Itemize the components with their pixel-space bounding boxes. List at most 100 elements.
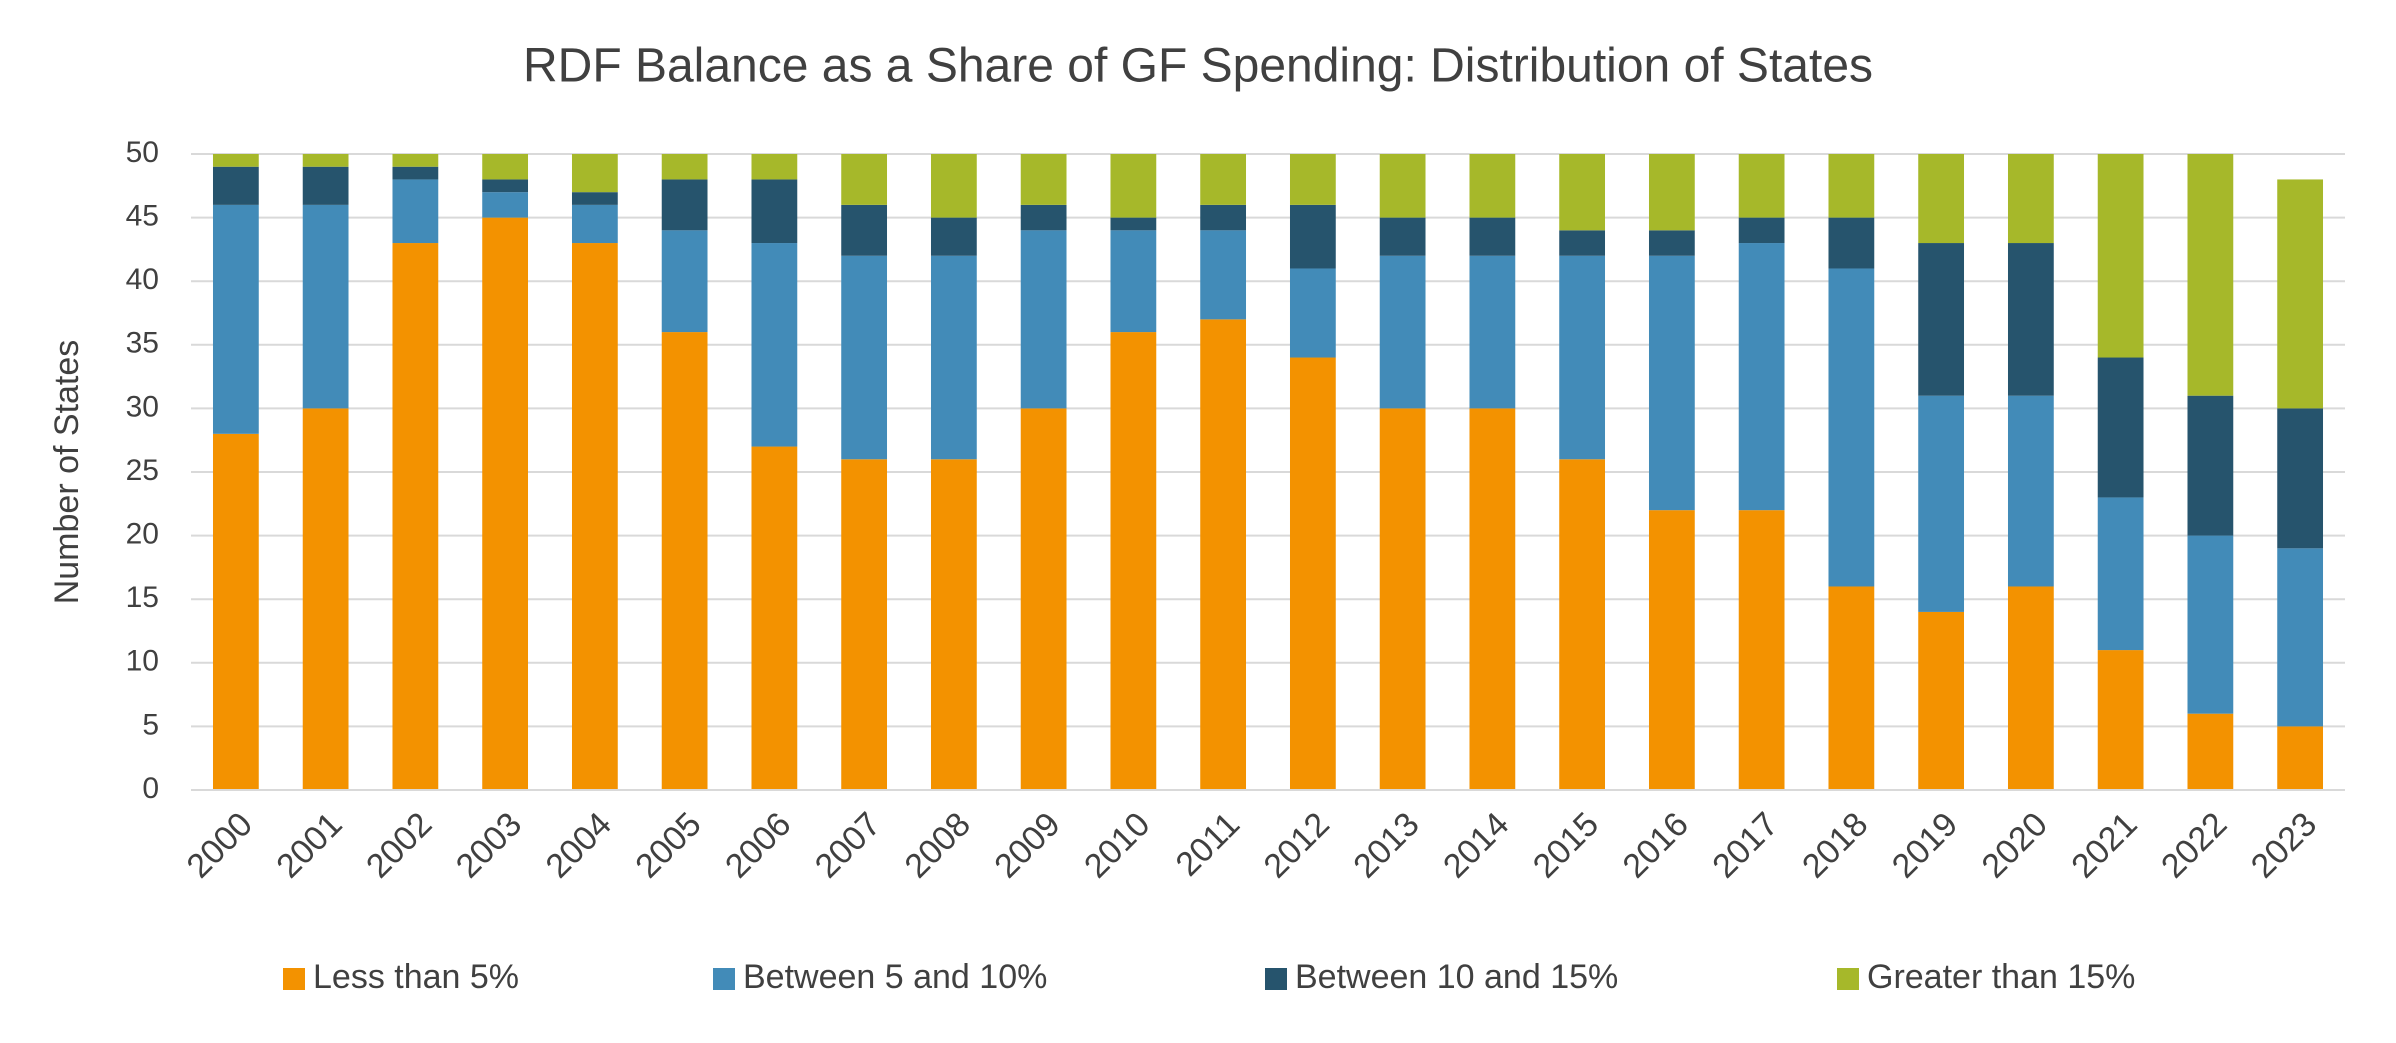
x-tick-label: 2022 — [2154, 805, 2234, 885]
x-tick-label: 2010 — [1077, 805, 1157, 885]
x-tick-label: 2005 — [628, 805, 708, 885]
x-tick-label: 2009 — [987, 805, 1067, 885]
y-tick-label: 20 — [126, 518, 159, 551]
bar-segment — [1559, 154, 1606, 231]
bar-segment — [1828, 586, 1875, 790]
bar-segment — [2277, 548, 2324, 727]
bar-segment — [1648, 230, 1695, 256]
bar-segment — [841, 255, 888, 460]
bar-segment — [661, 332, 708, 790]
bar-segment — [2277, 179, 2324, 409]
bar-segment — [212, 433, 259, 790]
bar-segment — [302, 166, 349, 205]
legend-swatch — [1837, 968, 1859, 990]
bar-segment — [1738, 510, 1785, 790]
bar-segment — [2097, 497, 2144, 651]
bar-segment — [1469, 217, 1516, 256]
bar-segment — [1648, 510, 1695, 790]
x-tick-label: 2001 — [269, 805, 349, 885]
bar-segment — [2097, 154, 2144, 358]
bar-segment — [2187, 535, 2234, 714]
x-tick-label: 2016 — [1616, 805, 1696, 885]
bar-segment — [1918, 611, 1965, 790]
y-tick-label: 30 — [126, 390, 159, 423]
bar-segment — [1379, 154, 1426, 218]
bar-segment — [2097, 357, 2144, 498]
bar-segment — [930, 459, 977, 790]
bar-segment — [1738, 217, 1785, 244]
bar-segment — [2277, 726, 2324, 790]
bar-segment — [1200, 154, 1247, 205]
bar-segment — [1020, 408, 1067, 790]
x-tick-label: 2012 — [1257, 805, 1337, 885]
bar-segment — [1918, 154, 1965, 244]
bar-segment — [212, 166, 259, 205]
y-axis-label: Number of States — [48, 340, 86, 605]
bar-segment — [930, 217, 977, 256]
bar-segment — [661, 154, 708, 180]
bar-segment — [1648, 154, 1695, 231]
x-tick-label: 2019 — [1885, 805, 1965, 885]
bar-segment — [392, 166, 439, 180]
y-tick-label: 50 — [126, 136, 159, 169]
x-tick-label: 2017 — [1705, 805, 1785, 885]
bar-segment — [1289, 204, 1336, 269]
bar-segment — [1379, 255, 1426, 409]
bar-segment — [2187, 395, 2234, 536]
bar-segment — [1648, 255, 1695, 511]
legend-swatch — [1265, 968, 1287, 990]
bar-segment — [1828, 217, 1875, 269]
bar-segment — [571, 204, 618, 244]
bar-segment — [661, 230, 708, 333]
bar-segment — [1469, 408, 1516, 790]
bar-segment — [392, 243, 439, 791]
x-tick-label: 2000 — [180, 805, 260, 885]
bar-segment — [2007, 243, 2054, 396]
bar-segment — [751, 243, 798, 447]
bar-segment — [392, 154, 439, 167]
bar-segment — [1559, 230, 1606, 256]
legend-label: Less than 5% — [313, 958, 519, 996]
y-tick-label: 35 — [126, 327, 159, 360]
bar-segment — [1469, 154, 1516, 218]
bar-segment — [571, 154, 618, 193]
y-tick-label: 10 — [126, 645, 159, 678]
bar-segment — [1379, 408, 1426, 790]
x-tick-label: 2014 — [1436, 805, 1516, 885]
bar-segment — [1110, 332, 1157, 790]
bar-segment — [1918, 395, 1965, 612]
bar-segment — [1289, 154, 1336, 205]
bar-segment — [2097, 650, 2144, 790]
bar-segment — [841, 459, 888, 790]
bar-segment — [841, 154, 888, 205]
x-tick-label: 2007 — [808, 805, 888, 885]
bar-segment — [1559, 459, 1606, 790]
bar-segment — [571, 192, 618, 205]
bar-segment — [1289, 268, 1336, 358]
bar-segment — [2187, 713, 2234, 790]
bar-segment — [1379, 217, 1426, 256]
bar-segment — [1828, 268, 1875, 587]
bar-segment — [302, 154, 349, 167]
bar-segment — [1828, 154, 1875, 218]
x-tick-label: 2011 — [1169, 805, 1248, 884]
x-tick-label: 2015 — [1526, 805, 1606, 885]
x-tick-label: 2023 — [2244, 805, 2324, 885]
y-tick-label: 0 — [142, 772, 159, 805]
bar-segment — [392, 179, 439, 244]
bar-segment — [1110, 230, 1157, 333]
bar-segment — [661, 179, 708, 231]
bar-segment — [1110, 217, 1157, 231]
bar-segment — [1559, 255, 1606, 460]
bar-segment — [1020, 204, 1067, 231]
bar-segment — [930, 154, 977, 218]
y-tick-label: 15 — [126, 581, 159, 614]
x-tick-label: 2004 — [539, 805, 619, 885]
bar-segment — [751, 446, 798, 790]
bar-segment — [1738, 154, 1785, 218]
bar-segment — [571, 243, 618, 791]
bar-segment — [482, 192, 529, 218]
legend-label: Greater than 15% — [1867, 958, 2135, 996]
bar-segment — [1110, 154, 1157, 218]
